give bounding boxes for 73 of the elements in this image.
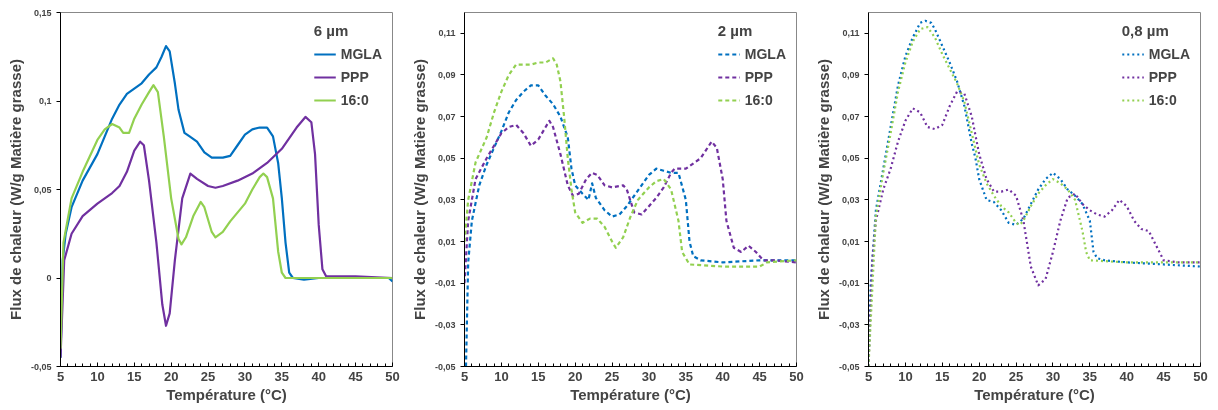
x-tick-label: 25 xyxy=(1008,368,1024,384)
y-tick-label: 0,01 xyxy=(437,236,456,247)
line-series xyxy=(464,57,797,268)
x-tick-label: 35 xyxy=(274,368,290,384)
y-tick-label: -0,01 xyxy=(434,278,456,289)
x-tick-label: 10 xyxy=(494,368,509,384)
x-tick-label: 30 xyxy=(237,368,253,384)
legend-label: PPP xyxy=(1148,69,1177,85)
x-tick-label: 15 xyxy=(531,368,546,384)
y-tick-label: 0 xyxy=(46,273,52,283)
x-tick-label: 20 xyxy=(163,368,179,384)
x-tick-label: 15 xyxy=(127,368,142,384)
x-tick-label: 45 xyxy=(752,368,767,384)
legend-title: 6 µm xyxy=(313,22,350,39)
x-axis-title: Température (°C) xyxy=(570,385,691,403)
x-tick-label: 5 xyxy=(460,368,469,384)
y-tick-label: 0,03 xyxy=(437,194,456,205)
x-tick-label: 15 xyxy=(935,368,950,384)
y-tick-label: 0,05 xyxy=(437,153,456,164)
y-tick-label: 0,07 xyxy=(841,111,860,122)
y-tick-label: 0,07 xyxy=(437,111,456,122)
y-tick-label: 0,11 xyxy=(438,28,456,39)
x-tick-label: 10 xyxy=(898,368,913,384)
legend-label: 16:0 xyxy=(340,92,369,108)
x-tick-label: 5 xyxy=(864,368,873,384)
legend-title: 0,8 µm xyxy=(1121,22,1170,39)
y-tick-label: 0,01 xyxy=(841,236,860,247)
x-tick-label: 20 xyxy=(971,368,987,384)
y-tick-label: 0,03 xyxy=(841,194,860,205)
y-tick-label: -0,03 xyxy=(434,319,456,330)
legend-label: PPP xyxy=(340,69,369,85)
y-tick-label: 0,15 xyxy=(33,7,52,18)
x-tick-label: 10 xyxy=(90,368,105,384)
y-axis-title: Flux de chaleur (W/g Matière grasse) xyxy=(814,59,832,320)
x-tick-label: 40 xyxy=(715,368,730,384)
legend-title: 2 µm xyxy=(717,22,754,39)
x-tick-label: 50 xyxy=(789,368,804,384)
y-tick-label: 0,05 xyxy=(33,184,52,195)
y-axis-title: Flux de chaleur (W/g Matière grasse) xyxy=(410,59,428,320)
y-tick-label: 0,09 xyxy=(437,69,456,80)
x-axis-title: Température (°C) xyxy=(166,385,287,403)
x-tick-label: 45 xyxy=(1156,368,1171,384)
legend-label: 16:0 xyxy=(744,92,773,108)
y-tick-label: 0,11 xyxy=(842,28,860,39)
x-tick-label: 40 xyxy=(311,368,326,384)
x-tick-label: 50 xyxy=(1193,368,1208,384)
x-tick-label: 5 xyxy=(56,368,65,384)
x-tick-label: 45 xyxy=(348,368,363,384)
y-tick-label: 0,09 xyxy=(841,69,860,80)
x-tick-label: 50 xyxy=(385,368,400,384)
y-tick-label: 0,1 xyxy=(38,96,52,106)
x-tick-label: 20 xyxy=(567,368,583,384)
y-tick-label: 0,05 xyxy=(841,153,860,164)
y-tick-label: -0,03 xyxy=(838,319,860,330)
legend-label: MGLA xyxy=(1148,46,1190,62)
y-tick-label: -0,05 xyxy=(838,361,860,372)
x-tick-label: 35 xyxy=(678,368,694,384)
legend-label: MGLA xyxy=(340,46,382,62)
x-tick-label: 25 xyxy=(604,368,620,384)
y-tick-label: -0,05 xyxy=(30,361,52,372)
x-tick-label: 40 xyxy=(1119,368,1134,384)
x-tick-label: 35 xyxy=(1082,368,1098,384)
line-series xyxy=(464,119,797,285)
legend-label: MGLA xyxy=(744,46,786,62)
x-tick-label: 25 xyxy=(200,368,216,384)
legend-label: 16:0 xyxy=(1148,92,1177,108)
x-tick-label: 30 xyxy=(641,368,657,384)
legend-label: PPP xyxy=(744,69,773,85)
x-axis-title: Température (°C) xyxy=(974,385,1095,403)
x-tick-label: 30 xyxy=(1045,368,1061,384)
y-tick-label: -0,05 xyxy=(434,361,456,372)
y-axis-title: Flux de chaleur (W/g Matière grasse) xyxy=(6,59,24,320)
y-tick-label: -0,01 xyxy=(838,278,860,289)
